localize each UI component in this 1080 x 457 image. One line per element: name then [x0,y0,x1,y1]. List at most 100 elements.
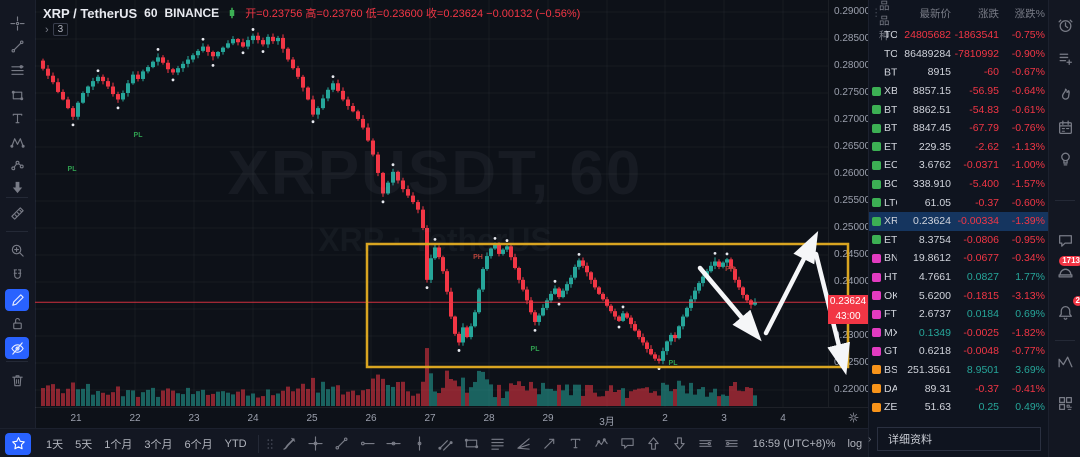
col-change[interactable]: 涨跌 [978,7,999,20]
tool-short-position[interactable] [719,433,745,455]
tool-text[interactable] [5,107,29,129]
details-panel[interactable]: 详细资料 [877,427,1041,451]
tool-trend-line[interactable] [5,35,29,57]
tool-arrow-line[interactable] [537,433,563,455]
tool-vertical-line[interactable] [407,433,433,455]
watchlist-row-BNBUSDT[interactable]: BNBUSDT 19.8612 -0.0677 -0.34% [869,249,1049,268]
tool-fib-retracement[interactable] [485,433,511,455]
pivot-label: PH [473,254,483,261]
watchlist-row-TOTAL[interactable]: TOTAL 24805682-1863541 -0.75% [869,26,1049,45]
range-button-1天[interactable]: 1天 [46,438,64,451]
favorite-drawings-button[interactable] [5,432,31,455]
tool-horizontal-ray[interactable] [355,433,381,455]
symbol-logo-icon [869,365,884,375]
tool-trend-line[interactable] [329,433,355,455]
chart-pane[interactable]: XRPUSDT, 60 XRP · TetherUS XRP / TetherU… [35,0,828,407]
sidebar-idea-bulb[interactable] [1054,147,1076,169]
tool-brush[interactable] [277,433,303,455]
tool-zoom-in[interactable] [5,239,29,261]
col-last[interactable]: 最新价 [919,7,952,20]
tool-hide-drawings[interactable] [5,337,29,359]
tool-callout[interactable] [615,433,641,455]
tool-long-position[interactable] [693,433,719,455]
tool-lock-drawings[interactable] [5,312,29,334]
tool-horizontal-line[interactable] [381,433,407,455]
symbol-name: BTC1!D [884,66,897,79]
time-axis[interactable]: 21 22 23 24 25 26 27 28 29 3月 2 3 4 [35,407,868,429]
watchlist-row-TOTAL2[interactable]: TOTAL2 86489284-7810992 -0.90% [869,45,1049,64]
sidebar-flame[interactable] [1054,84,1076,106]
details-collapse-icon[interactable]: › [868,434,872,445]
watchlist-row-BTC1![interactable]: BTC1!D 8915 -60 -0.67% [869,63,1049,82]
col-change-pct[interactable]: 涨跌% [1014,7,1045,20]
sidebar-alerts-bell[interactable]: 2 [1054,296,1080,323]
tool-text[interactable] [563,433,589,455]
tool-rectangle[interactable] [459,433,485,455]
legend-exchange[interactable]: BINANCE [164,6,220,20]
watchlist-header: ⋮ 商品品种 最新价 涨跌 涨跌% [869,0,1049,42]
shapes-icon [11,90,23,100]
range-button-6个月[interactable]: 6个月 [184,438,213,451]
tool-forecast[interactable] [5,154,29,176]
watchlist-row-DASHUSD[interactable]: DASHUSD 89.31 -0.37 -0.41% [869,379,1049,398]
watchlist-row-XRPUSDT[interactable]: XRPUSDT 0.23624 -0.00334 -1.39% [869,211,1049,231]
col-symbol[interactable]: 商品品种 [879,0,890,42]
watchlist-row-FTTUSDT[interactable]: FTTUSDT 2.6737 0.0184 0.69% [869,305,1049,324]
tool-draw-edit[interactable] [5,289,29,311]
log-scale-button[interactable]: log [847,437,863,450]
indicator-count[interactable]: 3 [52,23,69,36]
watchlist-row-ETCUSDT[interactable]: ETCUSDT 8.3754 -0.0806 -0.95% [869,231,1049,250]
watchlist-row-EOSUSDT[interactable]: EOSUSDT 3.6762 -0.0371 -1.00% [869,156,1049,175]
tool-cross-line[interactable] [303,433,329,455]
watchlist-row-BCHUSD3/[interactable]: BCHUSD3/338.910 -5.400 -1.57% [869,175,1049,194]
watchlist-row-GTUSDT[interactable]: GTUSDT 0.6218 -0.0048 -0.77% [869,342,1049,361]
watchlist-row-LTCUSDT[interactable]: LTCUSDT 61.05 -0.37 -0.60% [869,193,1049,212]
last-price: 3.6762 [918,159,951,172]
range-button-1个月[interactable]: 1个月 [104,438,133,451]
watchlist-row-BSVUSDT[interactable]: BSVUSDT 251.3561 8.9501 3.69% [869,361,1049,380]
sidebar-alarm-clock[interactable] [1054,14,1076,36]
tool-magnet[interactable] [5,264,29,286]
sidebar-list-plus[interactable] [1054,47,1076,69]
axis-settings-gear-icon[interactable] [847,411,860,427]
symbol-name: TOTAL2 [884,47,897,60]
watchlist-row-XBT[interactable]: XBT 8857.15 -56.95 -0.64% [869,82,1049,101]
price-axis[interactable]: 0.29000 0.28500 0.28000 0.27500 0.27000 0.265… [828,0,870,407]
legend-collapse[interactable]: › 3 [45,23,69,36]
tool-arrow-mark-down[interactable] [5,176,29,198]
range-button-3个月[interactable]: 3个月 [144,438,173,451]
sidebar-qr-code[interactable] [1054,392,1076,414]
watchlist-row-BTCUSD[interactable]: BTCUSD 8862.51 -54.83 -0.61% [869,100,1049,119]
watchlist-row-MXUSDT[interactable]: MXUSDT 0.1349 -0.0025 -1.82% [869,324,1049,343]
watchlist-row-ZECUSDT[interactable]: ZECUSDT 51.63 0.25 0.49% [869,398,1049,417]
range-button-YTD[interactable]: YTD [224,437,247,450]
tool-fib-lines[interactable] [5,59,29,81]
sidebar-chat[interactable] [1054,229,1076,251]
tool-remove-drawings[interactable] [5,369,29,391]
watchlist-row-OKB0327[interactable]: OKB0327 5.6200 -0.1815 -3.13% [869,286,1049,305]
sidebar-brand-logo[interactable] [1054,351,1076,373]
clock-timezone[interactable]: 16:59 (UTC+8) [752,437,826,450]
watchlist-row-BTCUSDT[interactable]: BTCUSDT 8847.45 -67.79 -0.76% [869,119,1049,138]
chart-legend[interactable]: XRP / TetherUS 60 BINANCE 开=0.23756 高=0.… [43,5,580,21]
tool-parallel-channel[interactable] [433,433,459,455]
watchlist-row-ETHUSDT[interactable]: ETHUSDT 229.35 -2.62 -1.13% [869,138,1049,157]
percent-scale-button[interactable]: % [825,437,836,450]
drag-handle-icon[interactable]: ⋮ [871,7,882,19]
tool-pattern[interactable] [589,433,615,455]
tool-xabcd-pattern[interactable] [5,131,29,153]
tool-ruler[interactable] [5,202,29,224]
range-button-5天[interactable]: 5天 [75,438,93,451]
tool-arrow-up[interactable] [641,433,667,455]
toolbar-drag-handle[interactable] [257,434,277,453]
tool-crosshair[interactable] [5,12,29,34]
legend-interval[interactable]: 60 [144,6,158,20]
watchlist-row-HTUSDT[interactable]: HTUSDT 4.7661 0.0827 1.77% [869,268,1049,287]
legend-symbol[interactable]: XRP / TetherUS [43,5,138,21]
tool-arrow-down[interactable] [667,433,693,455]
sidebar-calendar[interactable] [1054,116,1076,138]
tool-shapes[interactable] [5,84,29,106]
sidebar-miner-helmet[interactable]: 1713 [1054,256,1080,283]
tool-fib-wedge[interactable] [511,433,537,455]
